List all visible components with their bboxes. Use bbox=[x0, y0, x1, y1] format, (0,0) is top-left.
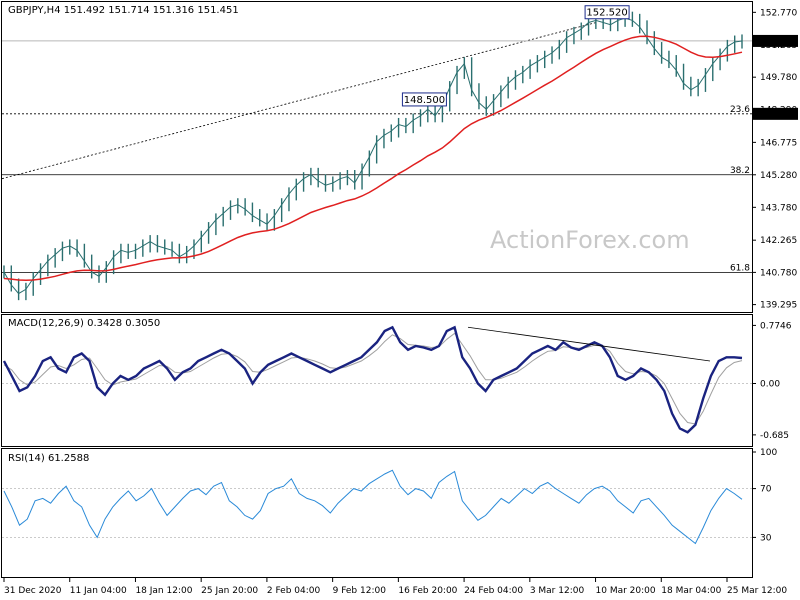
price-box bbox=[753, 34, 798, 47]
x-tick-label: 10 Mar 20:00 bbox=[596, 586, 656, 596]
callout-box bbox=[401, 92, 447, 107]
macd-trendline bbox=[467, 326, 711, 362]
ohlc-header: GBPJPY,H4 151.492 151.714 151.316 151.45… bbox=[8, 5, 239, 16]
fib-label-61.8: 61.8 bbox=[730, 263, 750, 273]
price-tick-label: 146.775 bbox=[760, 138, 797, 148]
x-tick-label: 25 Jan 20:00 bbox=[201, 586, 258, 596]
price-box-label: 148.090 bbox=[757, 111, 794, 121]
callout-label: 152.520 bbox=[586, 8, 627, 19]
rsi-tick-label: 100 bbox=[760, 448, 777, 458]
price-tick-label: 145.280 bbox=[760, 171, 797, 181]
fib-label-23.6: 23.6 bbox=[730, 105, 750, 115]
x-tick-label: 11 Jan 04:00 bbox=[70, 586, 127, 596]
macd-main-line bbox=[2, 325, 743, 434]
price-tick-label: 152.770 bbox=[760, 8, 797, 18]
price-box bbox=[753, 107, 798, 120]
price-tick-label: 140.780 bbox=[760, 268, 797, 278]
x-tick-label: 2 Feb 04:00 bbox=[267, 586, 321, 596]
x-tick-label: 24 Feb 04:00 bbox=[464, 586, 523, 596]
macd-signal-line bbox=[3, 332, 743, 425]
price-close-line bbox=[3, 17, 743, 295]
fib-label-38.2: 38.2 bbox=[730, 166, 750, 176]
rsi-line bbox=[3, 469, 743, 545]
price-box-label: 151.451 bbox=[757, 38, 794, 48]
x-tick-label: 18 Jan 12:00 bbox=[135, 586, 192, 596]
price-tick-label: 142.265 bbox=[760, 236, 797, 246]
macd-tick-label: -0.685 bbox=[760, 431, 789, 441]
rsi-tick-label: 30 bbox=[760, 533, 772, 543]
rsi-label: RSI(14) 61.2588 bbox=[8, 453, 89, 464]
x-tick-label: 3 Mar 12:00 bbox=[530, 586, 585, 596]
macd-label: MACD(12,26,9) 0.3428 0.3050 bbox=[8, 318, 160, 329]
price-tick-label: 149.780 bbox=[760, 73, 797, 83]
rsi-panel-frame bbox=[1, 448, 753, 578]
moving-average-line bbox=[3, 35, 743, 281]
x-tick-label: 25 Mar 12:00 bbox=[727, 586, 787, 596]
price-tick-label: 143.780 bbox=[760, 203, 797, 213]
callout-label: 148.500 bbox=[404, 95, 445, 106]
rsi-tick-label: 70 bbox=[760, 485, 772, 495]
x-tick-label: 18 Mar 04:00 bbox=[661, 586, 721, 596]
macd-tick-label: 0.7746 bbox=[760, 321, 792, 331]
macd-tick-label: 0.00 bbox=[760, 380, 780, 390]
price-tick-label: 139.295 bbox=[760, 301, 797, 311]
x-tick-label: 16 Feb 20:00 bbox=[398, 586, 457, 596]
callout-box bbox=[584, 5, 630, 20]
x-tick-label: 31 Dec 2020 bbox=[4, 586, 62, 596]
macd-panel-frame bbox=[1, 314, 753, 447]
watermark: ActionForex.com bbox=[490, 226, 690, 254]
x-tick-label: 9 Feb 12:00 bbox=[333, 586, 387, 596]
